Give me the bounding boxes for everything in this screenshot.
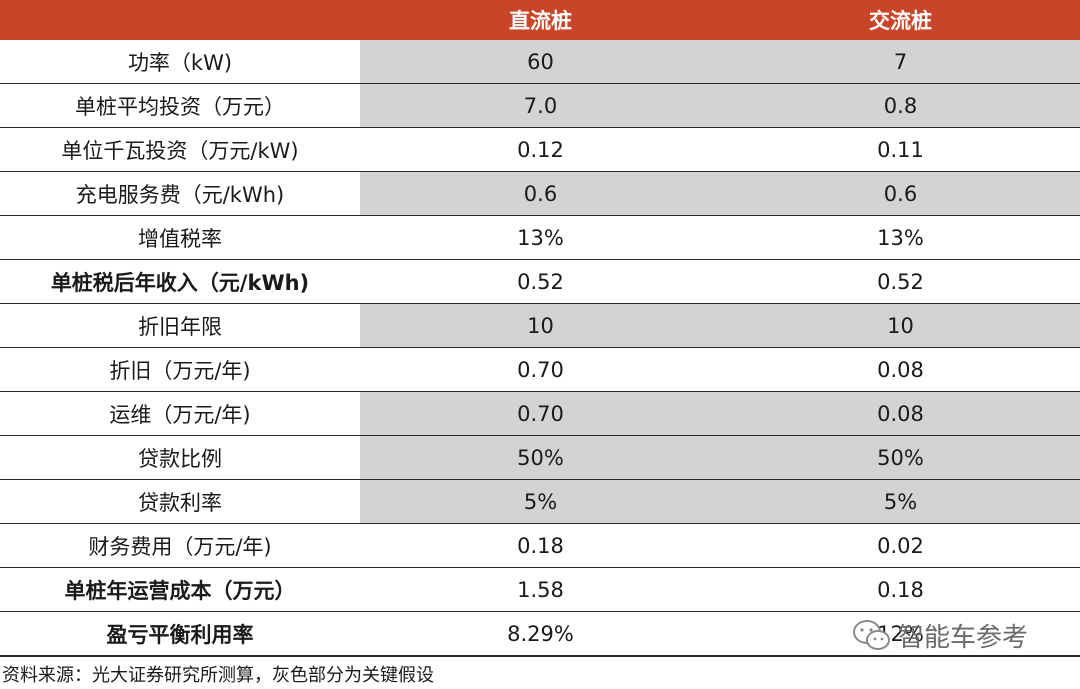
ac-value: 12%	[721, 611, 1080, 657]
ac-value: 7	[721, 40, 1080, 84]
ac-value: 0.18	[721, 567, 1080, 612]
table-row: 功率（kW) 60 7	[0, 40, 1080, 84]
row-label: 功率（kW)	[0, 40, 360, 84]
dc-value: 8.29%	[360, 611, 721, 657]
ac-value: 5%	[721, 479, 1080, 524]
table-row: 充电服务费（元/kWh) 0.6 0.6	[0, 171, 1080, 216]
table-row: 财务费用（万元/年) 0.18 0.02	[0, 523, 1080, 568]
watermark: 智能车参考	[852, 617, 1028, 654]
ac-value: 0.11	[721, 127, 1080, 172]
row-label: 单桩年运营成本（万元）	[0, 567, 360, 612]
row-label: 增值税率	[0, 215, 360, 260]
dc-value: 0.18	[360, 523, 721, 568]
ac-value: 10	[721, 303, 1080, 348]
ac-value: 0.52	[721, 259, 1080, 304]
dc-value: 0.70	[360, 391, 721, 436]
watermark-text: 智能车参考	[898, 623, 1029, 653]
data-table: 直流桩 交流桩 功率（kW) 60 7 单桩平均投资（万元） 7.0 0.8 单位千瓦投资（…	[0, 0, 1080, 657]
header-cell-dc: 直流桩	[360, 0, 721, 40]
row-label: 充电服务费（元/kWh)	[0, 171, 360, 216]
dc-value: 13%	[360, 215, 721, 260]
table-row: 折旧年限 10 10	[0, 303, 1080, 348]
dc-value: 0.12	[360, 127, 721, 172]
dc-value: 1.58	[360, 567, 721, 612]
table-row: 增值税率 13% 13%	[0, 215, 1080, 260]
ac-value: 0.08	[721, 347, 1080, 392]
row-label: 贷款比例	[0, 435, 360, 480]
dc-value: 7.0	[360, 83, 721, 128]
dc-value: 0.52	[360, 259, 721, 304]
table-row: 盈亏平衡利用率 8.29% 12%	[0, 611, 1080, 657]
dc-value: 0.6	[360, 171, 721, 216]
header-cell-label	[0, 0, 360, 40]
header-cell-ac: 交流桩	[721, 0, 1080, 40]
row-label: 折旧（万元/年)	[0, 347, 360, 392]
table-row: 贷款比例 50% 50%	[0, 435, 1080, 480]
ac-value: 13%	[721, 215, 1080, 260]
table-row: 单桩平均投资（万元） 7.0 0.8	[0, 83, 1080, 128]
dc-value: 50%	[360, 435, 721, 480]
ac-value: 0.6	[721, 171, 1080, 216]
ac-value: 0.8	[721, 83, 1080, 128]
table-row: 单桩税后年收入（元/kWh) 0.52 0.52	[0, 259, 1080, 304]
header-row: 直流桩 交流桩	[0, 0, 1080, 40]
ac-value: 0.02	[721, 523, 1080, 568]
table-row: 折旧（万元/年) 0.70 0.08	[0, 347, 1080, 392]
wechat-icon	[853, 619, 890, 650]
table-row: 运维（万元/年) 0.70 0.08	[0, 391, 1080, 436]
dc-value: 0.70	[360, 347, 721, 392]
row-label: 单桩平均投资（万元）	[0, 83, 360, 128]
row-label: 折旧年限	[0, 303, 360, 348]
row-label: 贷款利率	[0, 479, 360, 524]
dc-value: 10	[360, 303, 721, 348]
dc-value: 60	[360, 40, 721, 84]
table-row: 单桩年运营成本（万元） 1.58 0.18	[0, 567, 1080, 612]
row-label: 盈亏平衡利用率	[0, 611, 360, 657]
ac-value: 50%	[721, 435, 1080, 480]
dc-value: 5%	[360, 479, 721, 524]
table-row: 贷款利率 5% 5%	[0, 479, 1080, 524]
row-label: 财务费用（万元/年)	[0, 523, 360, 568]
row-label: 单桩税后年收入（元/kWh)	[0, 259, 360, 304]
row-label: 运维（万元/年)	[0, 391, 360, 436]
table-row: 单位千瓦投资（万元/kW) 0.12 0.11	[0, 127, 1080, 172]
source-note: 资料来源：光大证券研究所测算，灰色部分为关键假设	[2, 665, 434, 686]
ac-value: 0.08	[721, 391, 1080, 436]
row-label: 单位千瓦投资（万元/kW)	[0, 127, 360, 172]
